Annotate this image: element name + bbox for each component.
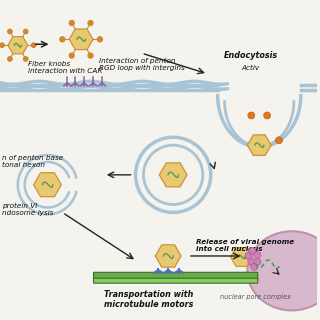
Circle shape (69, 20, 74, 26)
Circle shape (0, 43, 4, 47)
Text: protein VI
ndosome lysis: protein VI ndosome lysis (2, 203, 53, 216)
Text: Endocytosis: Endocytosis (224, 51, 278, 60)
Text: Activ: Activ (241, 65, 260, 71)
Circle shape (31, 43, 36, 47)
Circle shape (88, 53, 93, 58)
Circle shape (249, 248, 256, 254)
Polygon shape (155, 245, 181, 267)
Text: Interaction of penton
RGD loop with intergins: Interaction of penton RGD loop with inte… (99, 58, 185, 71)
Circle shape (251, 263, 258, 270)
Circle shape (24, 57, 28, 61)
Circle shape (98, 37, 102, 42)
Text: n of penton base
tonal hexon: n of penton base tonal hexon (2, 155, 63, 168)
Polygon shape (69, 29, 93, 50)
Circle shape (8, 57, 12, 61)
FancyBboxPatch shape (93, 272, 258, 279)
Polygon shape (230, 248, 252, 266)
Polygon shape (247, 135, 271, 156)
Circle shape (8, 29, 12, 34)
Circle shape (254, 252, 261, 259)
Polygon shape (34, 173, 61, 197)
Circle shape (69, 53, 74, 58)
Circle shape (254, 259, 261, 265)
Text: nuclear pore complex: nuclear pore complex (220, 293, 291, 300)
Circle shape (245, 252, 252, 260)
Circle shape (264, 112, 271, 119)
Ellipse shape (247, 231, 320, 310)
Circle shape (24, 29, 28, 34)
Circle shape (60, 37, 65, 42)
Circle shape (248, 259, 255, 265)
Polygon shape (159, 163, 187, 187)
Text: Release of viral genome
into cell nucleus: Release of viral genome into cell nucleu… (196, 239, 294, 252)
Text: Fiber knobs
interaction with CAR: Fiber knobs interaction with CAR (28, 61, 102, 74)
Polygon shape (8, 37, 28, 54)
Text: Transportation with
microtubule motors: Transportation with microtubule motors (104, 290, 193, 309)
Circle shape (88, 20, 93, 26)
Circle shape (248, 112, 255, 119)
Circle shape (276, 137, 283, 144)
FancyBboxPatch shape (93, 278, 258, 283)
